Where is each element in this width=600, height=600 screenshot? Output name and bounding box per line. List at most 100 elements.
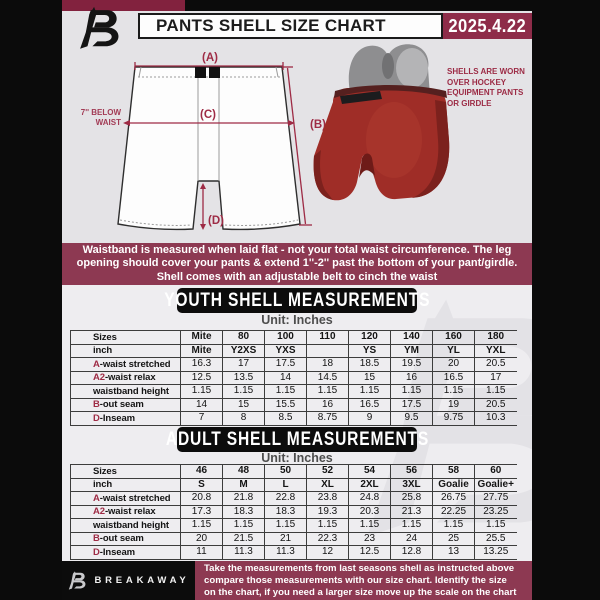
table-row: A2-waist relax 12.5 13.5 14 14.5 15 16 16.5 17 — [70, 370, 517, 385]
shell-photo — [313, 44, 450, 201]
pants-outline — [117, 66, 301, 231]
row-label: waistband height — [70, 384, 181, 399]
youth-heading: YOUTH SHELL MEASUREMENTS — [163, 289, 431, 311]
measurement-cell: 16 — [390, 370, 433, 385]
measurement-cell: S — [180, 477, 223, 492]
measurement-cell: 12.5 — [348, 545, 391, 560]
row-label: A2-waist relax — [70, 504, 181, 519]
measurement-cell: 1.15 — [390, 518, 433, 533]
measure-letter: B — [93, 399, 100, 410]
text-line: Shell comes with an adjustable belt to c… — [156, 270, 438, 283]
text-line: WAIST — [95, 118, 121, 127]
label-c: (C) — [200, 109, 216, 121]
table-row: A-waist stretched 16.3 17 17.5 18 18.5 19.5 20 2… — [70, 357, 517, 372]
measurement-cell: Mite — [180, 343, 223, 358]
table-row: A2-waist relax 17.3 18.3 18.3 19.3 20.3 21.3 22… — [70, 504, 517, 519]
text-line: 7'' BELOW — [80, 108, 121, 117]
measurement-cell: YL — [432, 343, 475, 358]
measurement-cell: 13 — [432, 545, 475, 560]
text-line: OR GIRDLE — [447, 98, 492, 108]
measurement-cell: 12.8 — [390, 545, 433, 560]
measurement-cell: 15 — [348, 370, 391, 385]
youth-measurements-table: Sizes Mite 80 100 110 120 140 160 180 inch Mite Y2X… — [70, 330, 517, 426]
measurement-cell: 24 — [390, 531, 433, 546]
row-label: waistband height — [70, 518, 181, 533]
table-row: D-Inseam 7 8 8.5 8.75 9 9.5 9.75 10.3 — [70, 411, 517, 426]
left-hem-stitch — [119, 219, 192, 226]
measure-letter: D — [93, 412, 100, 424]
measurement-cell: 60 — [474, 464, 517, 479]
measurement-cell: 48 — [222, 464, 265, 479]
size-chart-page: PANTS SHELL SIZE CHART 2025.4.22 — [62, 0, 532, 600]
shell-highlight — [366, 102, 422, 178]
measurement-cell: 25.5 — [474, 531, 517, 546]
row-label: A2-waist relax — [70, 370, 181, 385]
measurement-cell: 1.15 — [348, 384, 391, 399]
adult-heading: ADULT SHELL MEASUREMENTS — [165, 428, 429, 450]
measurement-cell: Y2XS — [222, 343, 265, 358]
measure-letter: A2 — [93, 372, 105, 383]
measurement-cell: 11.3 — [222, 545, 265, 560]
measurement-cell: 160 — [432, 330, 475, 345]
date-text: 2025.4.22 — [448, 15, 527, 36]
row-label: B-out seam — [70, 397, 181, 412]
measurement-cell: 1.15 — [306, 384, 349, 399]
measurement-cell: 20.8 — [180, 491, 223, 506]
date-badge: 2025.4.22 — [443, 13, 532, 39]
waist-right-dart — [275, 66, 279, 78]
measurement-cell: 12 — [306, 545, 349, 560]
row-label: Sizes — [70, 330, 181, 345]
measurement-lines — [128, 62, 312, 227]
measurement-cell: 19 — [432, 397, 475, 412]
measure-letter: B — [93, 533, 100, 544]
measurement-cell: 14 — [180, 397, 223, 412]
label-b: (B) — [310, 119, 326, 131]
measurement-cell: 1.15 — [432, 518, 475, 533]
measurement-cell: 1.15 — [306, 518, 349, 533]
measurement-cell: 17.5 — [390, 397, 433, 412]
label-d: (D) — [208, 215, 224, 227]
measurement-cell: 20 — [432, 357, 475, 372]
measurement-cell: 7 — [180, 411, 223, 426]
measurement-cell: 20.5 — [474, 357, 517, 372]
shell-belt — [340, 91, 382, 104]
text-line: Take the measurements from last seasons … — [204, 562, 515, 574]
text-line: Waistband is measured when laid flat - n… — [82, 243, 512, 256]
measurement-cell: 14.5 — [306, 370, 349, 385]
measure-letter: A2 — [93, 506, 105, 517]
measurement-cell: 13.25 — [474, 545, 517, 560]
measurement-cell: 9.75 — [432, 411, 475, 426]
measurement-cell: 16.5 — [432, 370, 475, 385]
girdle-pad — [396, 48, 428, 88]
measurement-cell: 58 — [432, 464, 475, 479]
girdle-shadow — [382, 53, 394, 79]
measurement-cell: Mite — [180, 330, 223, 345]
table-row: Sizes 46 48 50 52 54 56 58 60 — [70, 464, 517, 479]
table-row: B-out seam 20 21.5 21 22.3 23 24 25 25.5 — [70, 531, 517, 546]
measurement-cell: 8.5 — [264, 411, 307, 426]
measurement-cell: 11.3 — [264, 545, 307, 560]
shell-waistband — [334, 85, 447, 98]
measurement-cell: 20.3 — [348, 504, 391, 519]
measurement-cell: 17.5 — [264, 357, 307, 372]
measurement-cell: 140 — [390, 330, 433, 345]
measurement-cell: YS — [348, 343, 391, 358]
measurement-cell: Goalie — [432, 477, 475, 492]
measurement-cell: 1.15 — [264, 518, 307, 533]
measurement-cell: 18.5 — [348, 357, 391, 372]
measurement-cell: 13.5 — [222, 370, 265, 385]
measurement-cell: 20.5 — [474, 397, 517, 412]
measurement-cell: 1.15 — [390, 384, 433, 399]
measurement-cell: 1.15 — [180, 384, 223, 399]
measurement-cell: 9.5 — [390, 411, 433, 426]
row-label: Sizes — [70, 464, 181, 479]
measurement-cell: 21 — [264, 531, 307, 546]
adult-unit-label: Unit: Inches — [261, 451, 333, 465]
measurement-arrowheads — [123, 120, 295, 230]
measurement-cell: 19.3 — [306, 504, 349, 519]
measurement-cell: 16.5 — [348, 397, 391, 412]
shell-note: SHELLS ARE WORN OVER HOCKEY EQUIPMENT PANT… — [447, 67, 532, 109]
adult-measurements-table: Sizes 46 48 50 52 54 56 58 60 inch S M L XL 2XL 3XL Goal… — [70, 464, 517, 560]
shell-shade-right — [412, 100, 450, 198]
row-label: inch — [70, 477, 181, 492]
